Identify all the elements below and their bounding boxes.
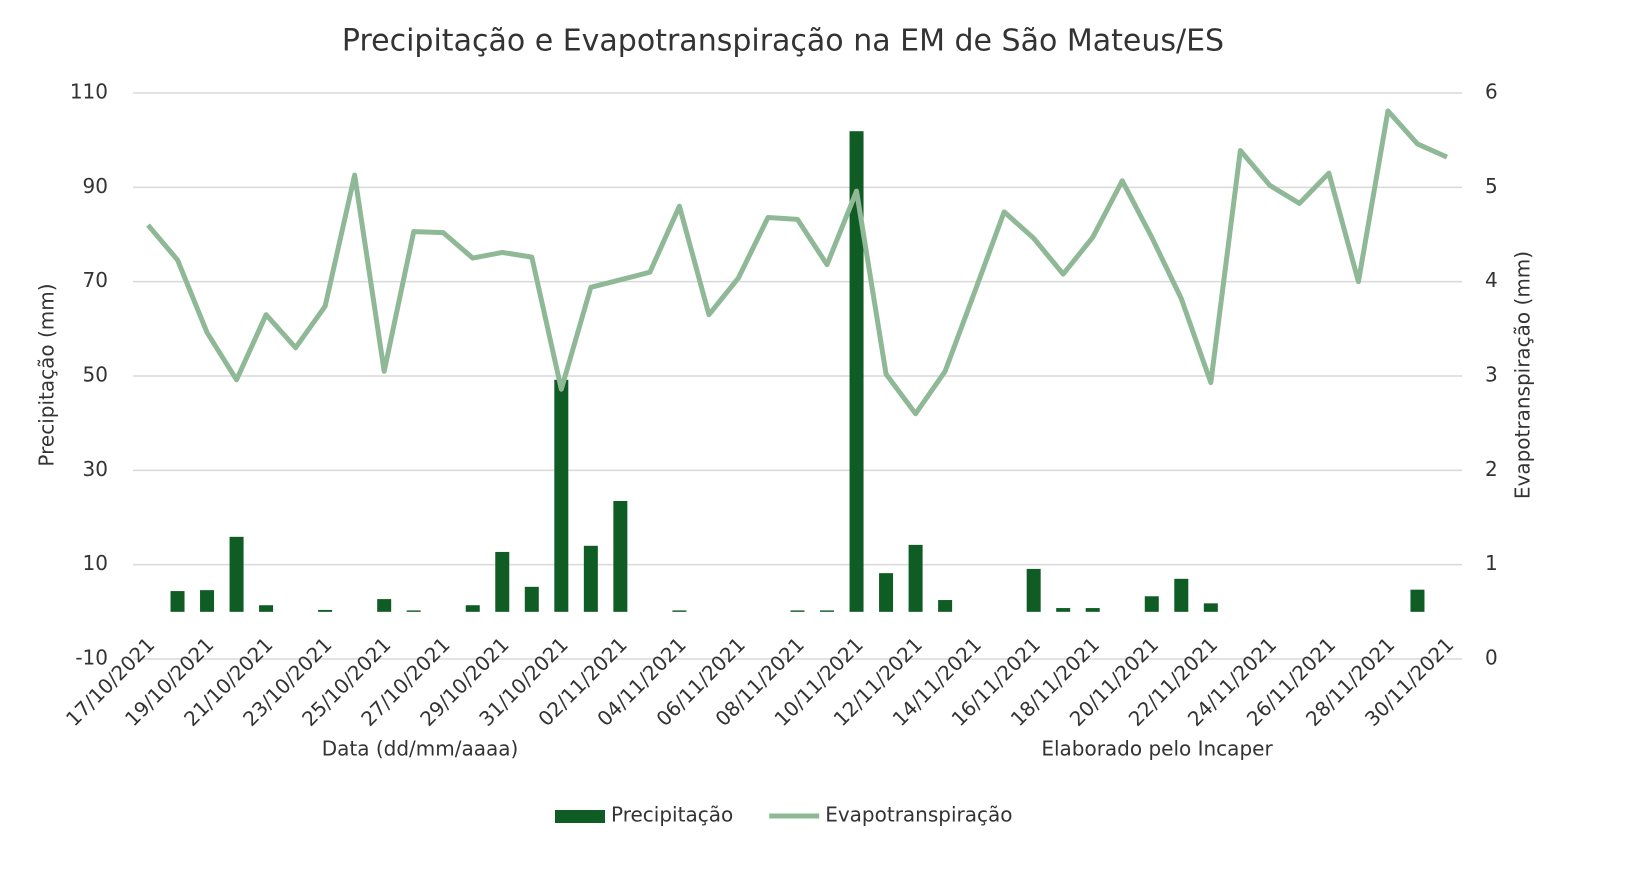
- bar: [1144, 596, 1159, 612]
- bar: [1085, 608, 1100, 612]
- y2-axis-title: Evapotranspiração (mm): [1511, 251, 1535, 499]
- y-tick-label: 10: [83, 551, 108, 575]
- bar: [1174, 578, 1189, 612]
- bar: [613, 500, 628, 612]
- bar: [1056, 608, 1071, 612]
- bar: [170, 591, 185, 612]
- y2-tick-label: 1: [1485, 551, 1498, 575]
- bar: [524, 586, 539, 612]
- y2-tick-label: 0: [1485, 646, 1498, 670]
- bar: [1203, 603, 1218, 612]
- y2-tick-label: 2: [1485, 457, 1498, 481]
- y-tick-label: -10: [75, 646, 108, 670]
- bar: [1410, 589, 1425, 612]
- bar: [672, 610, 687, 612]
- y-tick-label: 110: [70, 80, 108, 104]
- bar: [879, 573, 894, 612]
- y-tick-label: 90: [83, 174, 108, 198]
- legend-label: Precipitação: [611, 803, 733, 827]
- bar: [790, 610, 805, 612]
- y-tick-label: 50: [83, 363, 108, 387]
- y-axis-title: Precipitação (mm): [35, 283, 59, 466]
- legend-swatch: [555, 810, 605, 823]
- bar: [406, 610, 421, 612]
- bar: [318, 609, 333, 612]
- y2-tick-label: 3: [1485, 363, 1498, 387]
- bar: [495, 551, 510, 612]
- bar: [377, 599, 392, 612]
- bar: [849, 131, 864, 612]
- line: [146, 108, 1449, 417]
- y2-tick-label: 4: [1485, 268, 1498, 292]
- bar: [908, 544, 923, 612]
- annotation: Elaborado pelo Incaper: [1041, 737, 1273, 761]
- bar: [259, 605, 274, 612]
- bar: [465, 605, 480, 612]
- y2-tick-label: 6: [1485, 80, 1498, 104]
- bar: [583, 545, 598, 612]
- legend-label: Evapotranspiração: [825, 803, 1012, 827]
- bar: [938, 600, 953, 612]
- chart-title: Precipitação e Evapotranspiração na EM d…: [342, 24, 1224, 59]
- y2-tick-label: 5: [1485, 174, 1498, 198]
- bar: [554, 379, 569, 612]
- bar: [1026, 568, 1041, 612]
- x-axis-title: Data (dd/mm/aaaa): [322, 737, 519, 761]
- bar: [820, 610, 835, 612]
- bar: [229, 536, 244, 612]
- y-tick-label: 30: [83, 457, 108, 481]
- bar: [200, 590, 215, 612]
- y-tick-label: 70: [83, 268, 108, 292]
